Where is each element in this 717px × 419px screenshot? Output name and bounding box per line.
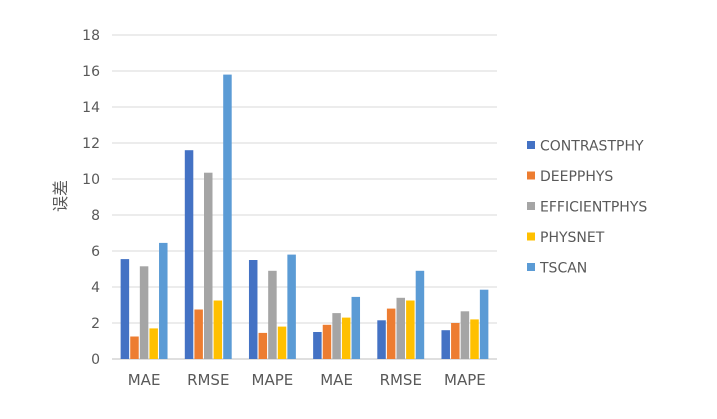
- x-tick-label: RMSE: [187, 371, 229, 389]
- y-tick-label: 16: [82, 64, 100, 80]
- y-axis-label: 误差: [51, 180, 70, 212]
- legend-label: TSCAN: [539, 261, 587, 277]
- y-tick-label: 18: [82, 28, 100, 44]
- legend-item-deepphys: DEEPPHYS: [527, 169, 613, 185]
- bar-contrastphy-3: [313, 332, 322, 359]
- y-axis-ticks: 0 2 4 6 8 10 12 14 16 18: [82, 28, 100, 368]
- bar-efficientphys-1: [204, 172, 213, 359]
- legend-item-physnet: PHYSNET: [527, 230, 605, 246]
- legend-swatch: [527, 263, 535, 271]
- bar-efficientphys-5: [460, 311, 470, 359]
- y-tick-label: 12: [82, 136, 100, 152]
- bar-efficientphys-3: [332, 313, 341, 359]
- bar-tscan-3: [351, 296, 361, 359]
- bar-physnet-4: [406, 300, 415, 359]
- bar-physnet-5: [470, 319, 479, 359]
- x-axis-ticks: MAE RMSE MAPE MAE RMSE MAPE: [128, 371, 486, 389]
- legend-swatch: [527, 202, 535, 210]
- legend-item-tscan: TSCAN: [527, 261, 587, 277]
- legend: CONTRASTPHY DEEPPHYS EFFICIENTPHYS PHYSNET T…: [527, 139, 647, 277]
- bar-efficientphys-2: [268, 270, 277, 359]
- legend-label: PHYSNET: [540, 230, 605, 246]
- bar-contrastphy-1: [184, 150, 194, 359]
- bar-tscan-4: [415, 270, 425, 359]
- bar-contrastphy-4: [377, 320, 386, 359]
- bar-deepphys-0: [130, 336, 139, 359]
- y-tick-label: 0: [91, 352, 100, 368]
- y-tick-label: 2: [91, 316, 100, 332]
- bar-tscan-0: [159, 242, 168, 359]
- bar-tscan-5: [479, 289, 489, 359]
- bar-physnet-1: [213, 300, 223, 359]
- y-tick-label: 10: [82, 172, 100, 188]
- bar-deepphys-3: [322, 324, 332, 359]
- gridlines: [112, 34, 497, 360]
- bar-contrastphy-5: [441, 330, 450, 359]
- bar-physnet-3: [341, 317, 351, 359]
- y-tick-label: 8: [91, 208, 100, 224]
- bar-tscan-1: [223, 74, 232, 359]
- legend-label: CONTRASTPHY: [540, 139, 644, 155]
- x-tick-label: MAPE: [252, 371, 294, 389]
- bar-tscan-2: [287, 254, 296, 359]
- legend-label: EFFICIENTPHYS: [540, 200, 647, 216]
- bar-efficientphys-0: [139, 266, 149, 359]
- y-tick-label: 14: [82, 100, 100, 116]
- bar-physnet-0: [149, 328, 158, 359]
- bar-contrastphy-0: [120, 259, 130, 359]
- x-tick-label: MAE: [320, 371, 353, 389]
- legend-item-efficientphys: EFFICIENTPHYS: [527, 200, 647, 216]
- bars: [120, 74, 489, 359]
- x-tick-label: RMSE: [380, 371, 422, 389]
- bar-deepphys-1: [194, 309, 203, 359]
- bar-deepphys-5: [451, 323, 460, 359]
- bar-physnet-2: [277, 326, 287, 359]
- bar-deepphys-2: [258, 332, 268, 359]
- bar-contrastphy-2: [248, 260, 258, 359]
- bar-efficientphys-4: [396, 297, 405, 359]
- bar-deepphys-4: [386, 308, 396, 359]
- x-tick-label: MAPE: [444, 371, 486, 389]
- x-tick-label: MAE: [128, 371, 161, 389]
- y-tick-label: 4: [91, 280, 100, 296]
- y-tick-label: 6: [91, 244, 100, 260]
- legend-item-contrastphy: CONTRASTPHY: [527, 139, 644, 155]
- legend-label: DEEPPHYS: [540, 169, 613, 185]
- legend-swatch: [527, 232, 535, 241]
- legend-swatch: [527, 141, 535, 149]
- legend-swatch: [527, 171, 535, 180]
